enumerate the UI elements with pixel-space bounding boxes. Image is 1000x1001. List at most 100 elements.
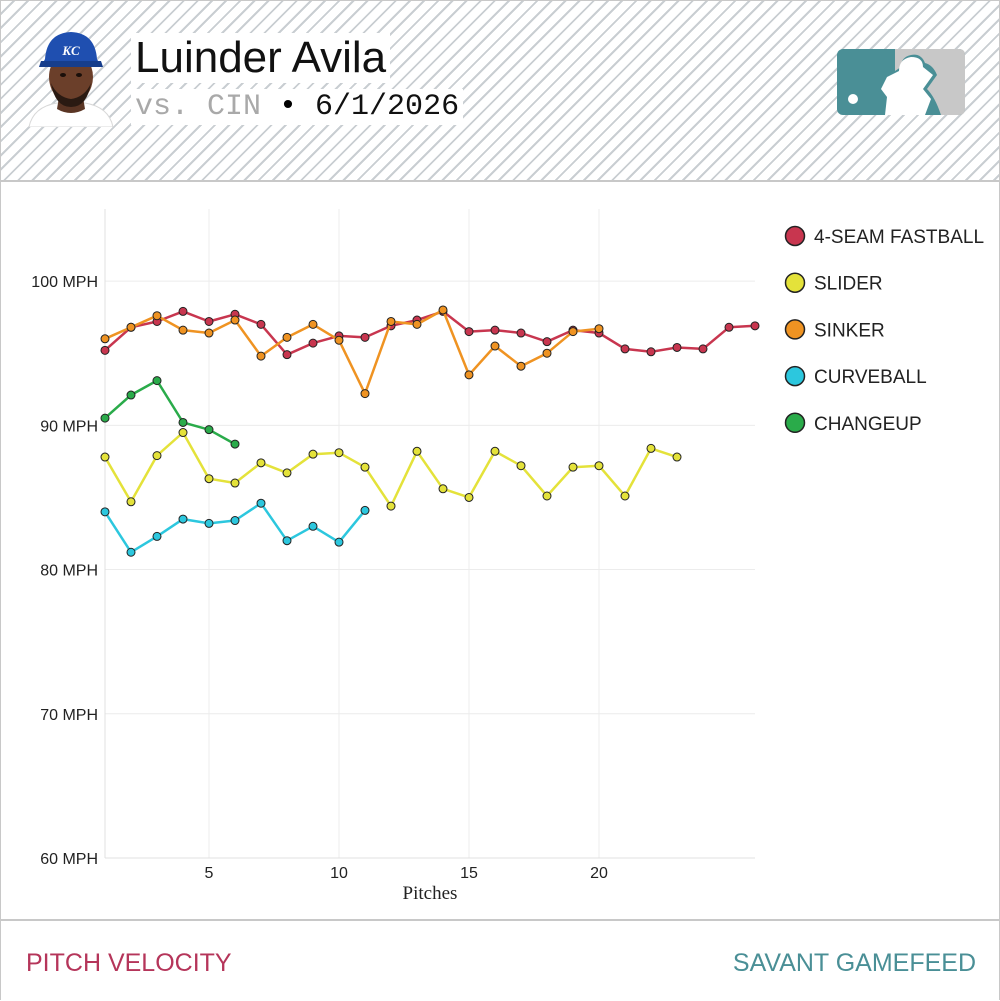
- footer-title: PITCH VELOCITY: [26, 949, 232, 977]
- data-point-curveball: [360, 505, 370, 515]
- data-point-curveball: [100, 507, 110, 517]
- legend[interactable]: 4-SEAM FASTBALL SLIDER SINKER CURVEBALL CHAN…: [784, 225, 985, 435]
- series-lines: [100, 305, 760, 557]
- data-point-4-seam-fastball: [490, 325, 500, 335]
- data-point-changeup: [126, 390, 136, 400]
- legend-item-curveball[interactable]: CURVEBALL: [784, 365, 927, 389]
- data-point-slider: [100, 452, 110, 462]
- player-headshot-kc-cap-icon: KC: [28, 32, 114, 127]
- legend-item-slider[interactable]: SLIDER: [784, 272, 883, 295]
- data-point-changeup: [100, 413, 110, 423]
- data-point-sinker: [100, 334, 110, 344]
- data-point-changeup: [152, 376, 162, 386]
- data-point-curveball: [126, 547, 136, 557]
- legend-item-sinker[interactable]: SINKER: [784, 319, 885, 342]
- data-point-slider: [594, 461, 604, 471]
- data-point-curveball: [282, 536, 292, 546]
- footer-brand[interactable]: SAVANT GAMEFEED: [732, 949, 976, 977]
- data-point-4-seam-fastball: [204, 316, 214, 326]
- velocity-chart: 60 MPH 70 MPH 80 MPH 90 MPH 100 MPH 5 10 15 20 Pi…: [1, 182, 999, 919]
- data-point-curveball: [152, 531, 162, 541]
- axes: 60 MPH 70 MPH 80 MPH 90 MPH 100 MPH 5 10 15 20 Pi…: [31, 209, 755, 904]
- footer: PITCH VELOCITY SAVANT GAMEFEED: [1, 919, 999, 1001]
- legend-swatch: [784, 365, 806, 387]
- series-4-seam-fastball: [100, 306, 760, 360]
- x-tick-label: 5: [205, 865, 214, 882]
- data-point-curveball: [308, 521, 318, 531]
- legend-swatch: [784, 272, 806, 293]
- data-point-4-seam-fastball: [542, 337, 552, 347]
- data-point-sinker: [568, 327, 578, 337]
- legend-label: CHANGEUP: [814, 414, 922, 435]
- data-point-4-seam-fastball: [646, 347, 656, 357]
- data-point-sinker: [204, 328, 214, 338]
- data-point-slider: [126, 497, 136, 507]
- player-name: Luinder Avila: [131, 33, 391, 83]
- x-tick-label: 20: [590, 865, 608, 882]
- header: KC Luinder Avila vs. CIN • 6/1/2026: [1, 1, 999, 182]
- data-point-4-seam-fastball: [750, 321, 760, 331]
- data-point-sinker: [438, 305, 448, 315]
- legend-item-changeup[interactable]: CHANGEUP: [784, 412, 922, 435]
- svg-text:KC: KC: [61, 43, 80, 58]
- data-point-slider: [360, 462, 370, 472]
- y-tick-label: 70 MPH: [40, 707, 98, 724]
- data-point-4-seam-fastball: [100, 345, 110, 355]
- data-point-curveball: [230, 516, 240, 526]
- data-point-sinker: [334, 335, 344, 345]
- series-line-curveball: [103, 501, 366, 554]
- series-curveball: [100, 498, 370, 557]
- legend-item-4-seam-fastball[interactable]: 4-SEAM FASTBALL: [784, 225, 985, 249]
- data-point-4-seam-fastball: [308, 338, 318, 348]
- y-tick-label: 60 MPH: [40, 851, 98, 868]
- data-point-slider: [516, 461, 526, 471]
- series-sinker: [100, 305, 604, 399]
- data-point-slider: [386, 501, 396, 511]
- data-point-slider: [178, 428, 188, 438]
- data-point-sinker: [152, 311, 162, 321]
- data-point-curveball: [256, 498, 266, 508]
- data-point-4-seam-fastball: [178, 306, 188, 316]
- y-tick-label: 100 MPH: [31, 274, 98, 291]
- x-tick-label: 15: [460, 865, 478, 882]
- data-point-4-seam-fastball: [464, 327, 474, 337]
- data-point-changeup: [230, 439, 240, 449]
- legend-label: SINKER: [814, 320, 885, 341]
- data-point-slider: [646, 443, 656, 453]
- legend-swatch: [784, 319, 806, 340]
- data-point-4-seam-fastball: [360, 332, 370, 342]
- data-point-sinker: [256, 351, 266, 361]
- data-point-sinker: [230, 315, 240, 325]
- mlb-logo-icon: [837, 49, 965, 115]
- legend-label: CURVEBALL: [814, 367, 927, 388]
- data-point-sinker: [464, 370, 474, 380]
- data-point-slider: [152, 451, 162, 461]
- data-point-slider: [542, 491, 552, 501]
- data-point-4-seam-fastball: [620, 344, 630, 354]
- y-tick-label: 80 MPH: [40, 563, 98, 580]
- series-slider: [100, 428, 682, 511]
- data-point-4-seam-fastball: [672, 342, 682, 352]
- data-point-slider: [438, 484, 448, 494]
- legend-swatch: [784, 225, 806, 247]
- game-matchup: vs. CIN • 6/1/2026: [131, 89, 464, 125]
- matchup-separator: •: [261, 90, 316, 124]
- y-tick-label: 90 MPH: [40, 418, 98, 435]
- data-point-slider: [282, 468, 292, 478]
- series-line-changeup: [104, 379, 236, 446]
- data-point-changeup: [204, 425, 214, 435]
- data-point-slider: [204, 474, 214, 484]
- data-point-slider: [412, 446, 422, 456]
- series-changeup: [100, 376, 240, 449]
- data-point-sinker: [308, 319, 318, 329]
- data-point-slider: [230, 478, 240, 488]
- data-point-sinker: [178, 325, 188, 335]
- data-point-4-seam-fastball: [724, 322, 734, 332]
- data-point-4-seam-fastball: [282, 350, 292, 360]
- series-line-slider: [103, 431, 678, 508]
- data-point-slider: [334, 448, 344, 458]
- data-point-sinker: [412, 319, 422, 329]
- data-point-sinker: [126, 322, 136, 332]
- data-point-4-seam-fastball: [698, 344, 708, 354]
- data-point-slider: [672, 452, 682, 462]
